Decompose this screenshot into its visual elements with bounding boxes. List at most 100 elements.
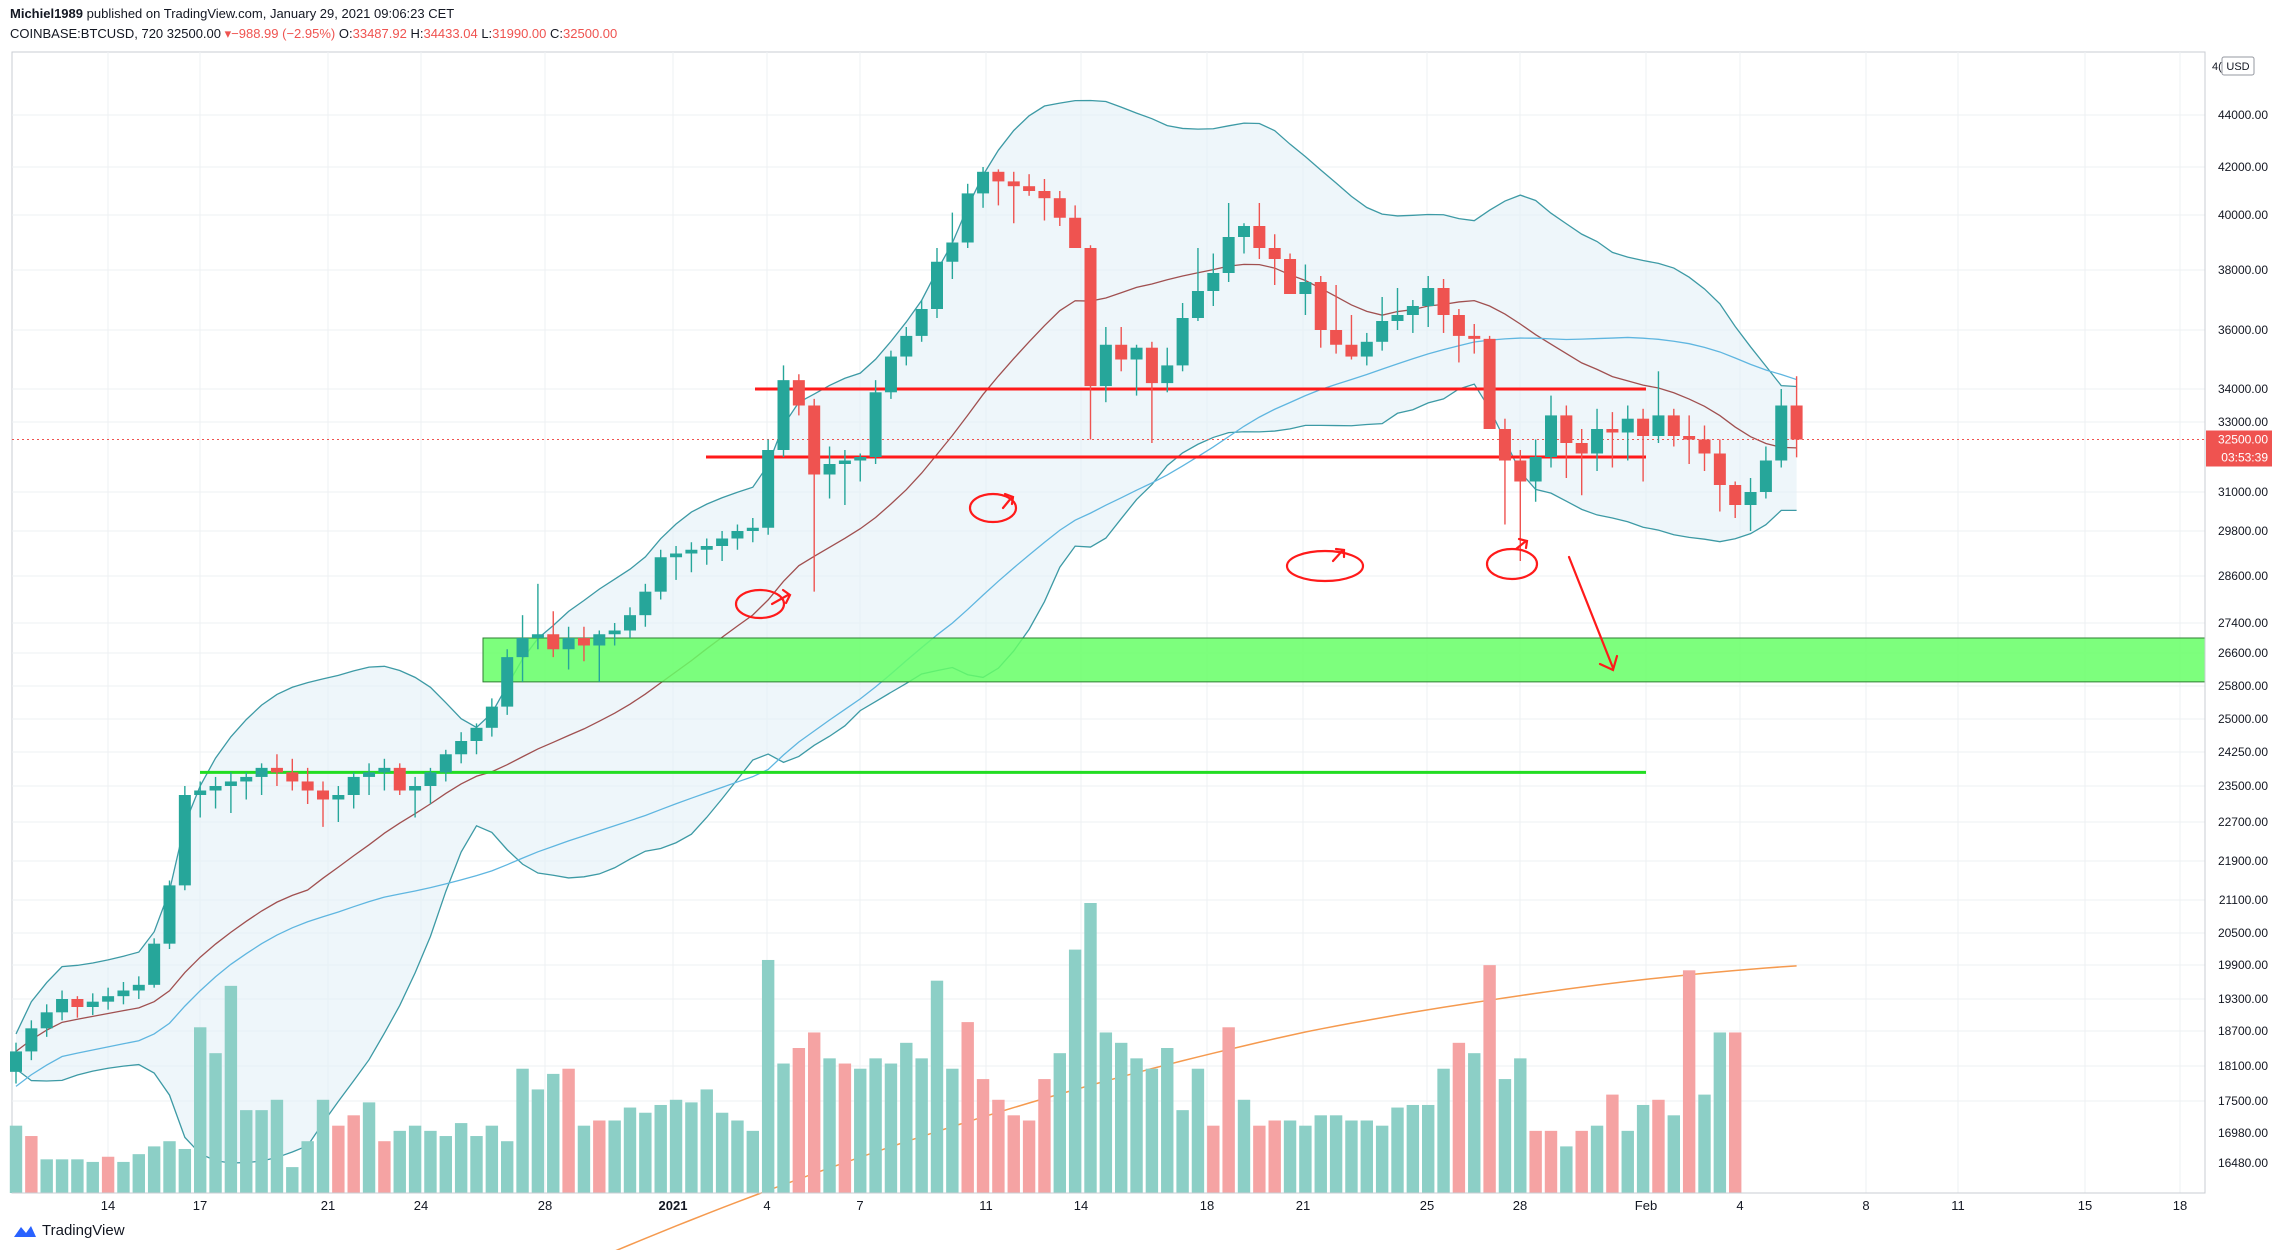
candle-74 <box>1145 341 1158 443</box>
publish-date: published on TradingView.com, January 29… <box>86 6 455 21</box>
price-tick-24: 18100.00 <box>2218 1059 2268 1073</box>
footer-brand[interactable]: TradingView <box>14 1222 125 1239</box>
volume-bar-48 <box>746 1130 759 1193</box>
candle-8 <box>132 976 145 999</box>
price-axis-bg <box>2205 52 2278 1193</box>
candle-29 <box>455 732 468 764</box>
volume-bar-38 <box>593 1120 606 1193</box>
volume-bar-59 <box>915 1058 928 1193</box>
volume-bar-110 <box>1698 1094 1711 1193</box>
time-tick-19: 18 <box>2173 1198 2187 1213</box>
candle-body <box>716 538 729 546</box>
volume-bar-16 <box>255 1110 268 1193</box>
candle-16 <box>255 763 268 795</box>
candle-body <box>378 767 391 773</box>
volume-bar-11 <box>178 1148 192 1193</box>
candle-15 <box>240 772 253 800</box>
candle-body <box>1775 405 1788 461</box>
author-name[interactable]: Michiel1989 <box>10 6 83 21</box>
candle-83 <box>1284 253 1297 294</box>
candle-body <box>915 309 928 336</box>
candle-61 <box>946 212 959 279</box>
candle-75 <box>1161 347 1174 393</box>
volume-bar-112 <box>1729 1032 1742 1193</box>
candle-73 <box>1130 344 1143 396</box>
price-tick-6: 33000.00 <box>2218 415 2268 429</box>
candle-body <box>1790 405 1803 440</box>
candle-body <box>455 741 468 755</box>
volume-bar-92 <box>1422 1104 1435 1193</box>
volume-bar-70 <box>1084 903 1097 1193</box>
volume-bar-101 <box>1560 1146 1573 1193</box>
candle-body <box>808 405 821 475</box>
candle-body <box>992 171 1005 182</box>
candle-body <box>209 786 222 791</box>
candle-4 <box>71 996 84 1018</box>
price-tick-16: 23500.00 <box>2218 779 2268 793</box>
time-tick-5: 2021 <box>659 1198 688 1213</box>
volume-bar-58 <box>900 1042 913 1193</box>
volume-bar-94 <box>1452 1042 1466 1193</box>
last-price-tag <box>2206 430 2272 467</box>
candle-48 <box>746 518 759 543</box>
time-tick-14: Feb <box>1635 1198 1657 1213</box>
candle-21 <box>332 786 345 822</box>
candle-body <box>1637 418 1650 436</box>
candle-body <box>792 380 805 406</box>
candle-body <box>1299 282 1312 294</box>
candle-97 <box>1498 418 1511 525</box>
candle-56 <box>869 380 882 464</box>
candle-body <box>1360 341 1373 357</box>
volume-bar-53 <box>823 1058 836 1193</box>
candle-body <box>1437 288 1450 315</box>
volume-bar-21 <box>332 1125 345 1193</box>
volume-bar-44 <box>685 1102 698 1193</box>
candle-body <box>977 171 990 194</box>
price-tick-23: 18700.00 <box>2218 1024 2268 1038</box>
volume-bar-43 <box>669 1099 683 1193</box>
price-tick-0: 44000.00 <box>2218 108 2268 122</box>
candle-body <box>1207 273 1220 291</box>
candle-body <box>854 457 867 461</box>
candle-67 <box>1038 179 1051 221</box>
volume-bar-33 <box>516 1068 529 1193</box>
price-axis: 44000.00 42000.00 40000.00 38000.00 36000.00… <box>2204 52 2278 1193</box>
volume-bar-100 <box>1544 1130 1558 1193</box>
volume-bar-75 <box>1161 1048 1174 1193</box>
volume-bar-45 <box>700 1089 713 1193</box>
candle-body <box>1498 429 1511 461</box>
candle-body <box>654 557 667 592</box>
price-tick-15: 24250.00 <box>2218 745 2268 759</box>
volume-bar-29 <box>454 1123 468 1193</box>
band-fill <box>16 100 1797 1164</box>
volume-bar-87 <box>1345 1120 1358 1193</box>
price-tick-18: 21900.00 <box>2218 854 2268 868</box>
candle-31 <box>485 698 498 737</box>
volume-bar-14 <box>224 985 238 1193</box>
candle-body <box>1545 415 1557 457</box>
candle-body <box>71 999 84 1007</box>
candle-body <box>270 767 283 773</box>
volume-bar-69 <box>1068 949 1082 1193</box>
candle-body <box>1191 291 1204 318</box>
price-tick-4: 36000.00 <box>2218 323 2268 337</box>
candle-114 <box>1759 446 1772 499</box>
volume-bar-24 <box>378 1141 391 1193</box>
candle-body <box>1253 226 1266 248</box>
open-label: O: <box>338 26 353 41</box>
candle-body <box>961 193 974 243</box>
candle-47 <box>731 524 744 550</box>
volume-bar-56 <box>869 1058 882 1193</box>
candle-body <box>593 634 606 646</box>
time-tick-15: 4 <box>1736 1198 1743 1213</box>
volume-bar-62 <box>961 1022 974 1193</box>
candle-35 <box>547 611 560 658</box>
volume-bar-17 <box>270 1099 284 1193</box>
candle-7 <box>117 982 130 1005</box>
candle-77 <box>1191 248 1204 321</box>
candle-body <box>1238 226 1250 237</box>
volume-bar-63 <box>976 1079 990 1193</box>
symbol-label[interactable]: COINBASE:BTCUSD, 720 <box>10 26 164 41</box>
candle-body <box>102 996 115 1002</box>
